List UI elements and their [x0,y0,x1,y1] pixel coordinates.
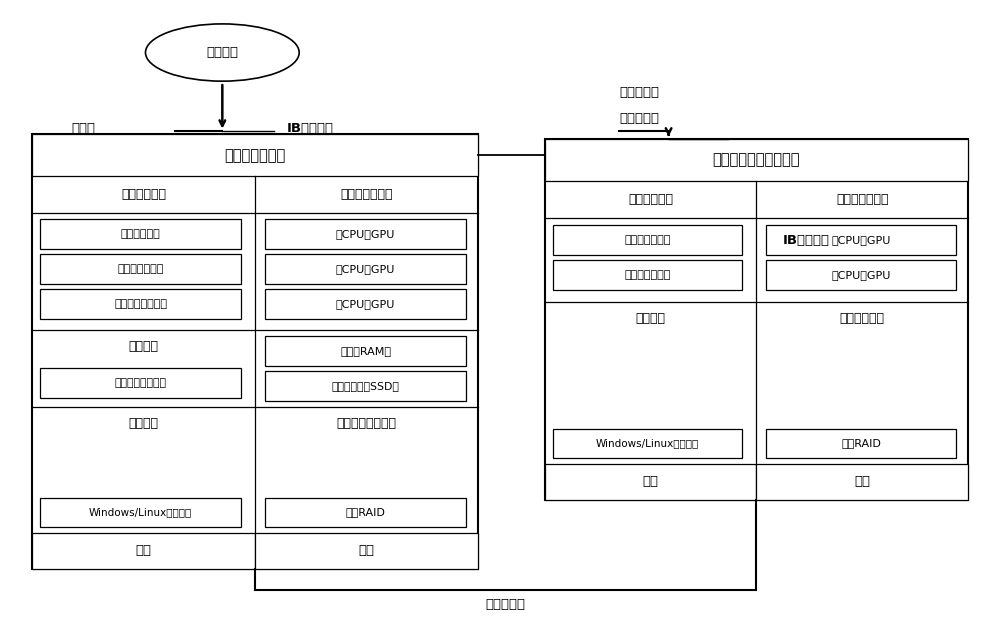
Bar [40,254,241,284]
Text: 内部控制流: 内部控制流 [619,112,659,125]
Bar [766,429,956,459]
Text: Windows/Linux操作系统: Windows/Linux操作系统 [596,439,699,448]
Text: 硬件加速优化软件: 硬件加速优化软件 [115,377,167,388]
Bar [32,533,255,569]
Text: 数据流: 数据流 [72,122,96,135]
Text: 遥感影像处理程序: 遥感影像处理程序 [114,299,167,309]
Text: 软件: 软件 [642,475,658,488]
Text: 内存（RAM）: 内存（RAM） [340,346,391,356]
Text: 高速外部存储单元: 高速外部存储单元 [337,417,397,430]
Bar [756,464,968,500]
Text: 高速存储盘（SSD）: 高速存储盘（SSD） [332,381,400,391]
Text: 多CPU、GPU: 多CPU、GPU [336,229,395,239]
Text: 高速RAID: 高速RAID [346,507,386,518]
Bar [40,498,241,527]
Text: 多CPU、GPU: 多CPU、GPU [832,270,891,280]
Bar [265,254,466,284]
Bar [553,429,742,459]
Text: IB网络接口: IB网络接口 [783,234,830,247]
Text: 多CPU、GPU: 多CPU、GPU [336,264,395,274]
Bar [40,368,241,397]
Text: 多CPU、GPU: 多CPU、GPU [336,299,395,309]
Bar [766,225,956,255]
Text: Windows/Linux操作系统: Windows/Linux操作系统 [89,507,192,518]
Text: 内部数据流: 内部数据流 [619,86,659,99]
Text: 硬件: 硬件 [854,475,870,488]
Text: 信息与集成服务分系统: 信息与集成服务分系统 [713,153,800,167]
Bar [265,289,466,319]
Text: IB网络接口: IB网络接口 [287,122,334,135]
Text: 三维球影像显示: 三维球影像显示 [624,270,671,280]
Text: 并行处理器单元: 并行处理器单元 [836,193,888,206]
Bar [265,498,466,527]
Bar [255,533,478,569]
Text: 硬件: 硬件 [359,544,375,558]
Ellipse shape [145,24,299,81]
Bar [545,139,968,181]
Text: 数据接收程序: 数据接收程序 [121,229,160,239]
Text: 加速软件: 加速软件 [128,340,158,353]
Text: 软件: 软件 [135,544,151,558]
Text: 内部数据流: 内部数据流 [486,598,526,611]
Bar [766,260,956,290]
Text: 数据处理分系统: 数据处理分系统 [224,147,286,163]
Bar [32,135,478,176]
Bar [553,260,742,290]
Text: 操作系统: 操作系统 [635,312,665,325]
Bar [40,289,241,319]
Text: 数据格式化程序: 数据格式化程序 [117,264,164,274]
Text: 并行处理器单元: 并行处理器单元 [340,188,393,201]
Text: 外部存储单元: 外部存储单元 [840,312,885,325]
Text: 原始数据: 原始数据 [206,46,238,59]
Bar [265,220,466,249]
Text: 高速RAID: 高速RAID [841,439,881,448]
Text: 集群调度管理器: 集群调度管理器 [624,235,671,245]
Text: 多CPU、GPU: 多CPU、GPU [832,235,891,245]
Bar [265,372,466,401]
Bar [553,225,742,255]
Bar [32,135,478,569]
Text: 信息管理软件: 信息管理软件 [628,193,673,206]
Text: 操作系统: 操作系统 [128,417,158,430]
Bar [545,139,968,500]
Bar [545,464,756,500]
Bar [265,336,466,366]
Text: 数据生产软件: 数据生产软件 [121,188,166,201]
Bar [40,220,241,249]
